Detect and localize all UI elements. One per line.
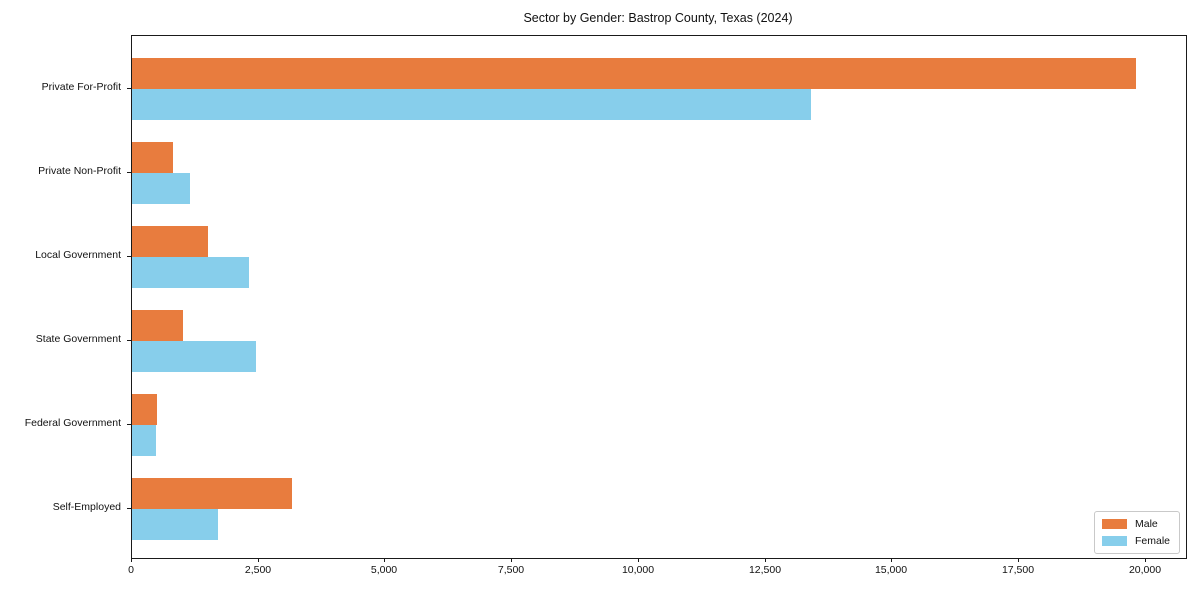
- bar-male-federal-government: [132, 394, 157, 425]
- y-tick-mark: [127, 340, 131, 341]
- x-tick-mark: [131, 558, 132, 562]
- x-tick-mark: [511, 558, 512, 562]
- bar-female-private-for-profit: [132, 89, 811, 120]
- legend: Male Female: [1093, 511, 1180, 554]
- y-tick-mark: [127, 256, 131, 257]
- x-tick-mark: [384, 558, 385, 562]
- bar-male-self-employed: [132, 478, 292, 509]
- x-tick-label-0: 0: [128, 564, 134, 576]
- x-tick-label-17-500: 17,500: [1001, 564, 1035, 576]
- x-tick-label-7-500: 7,500: [497, 564, 525, 576]
- x-tick-label-15-000: 15,000: [874, 564, 908, 576]
- y-tick-label-federal-government: Federal Government: [24, 417, 121, 429]
- bar-female-state-government: [132, 341, 256, 372]
- x-tick-label-12-500: 12,500: [748, 564, 782, 576]
- bar-male-private-for-profit: [132, 58, 1136, 89]
- y-tick-label-state-government: State Government: [35, 333, 121, 345]
- bar-male-private-non-profit: [132, 142, 173, 173]
- chart-title: Sector by Gender: Bastrop County, Texas …: [523, 11, 793, 25]
- legend-item-female: Female: [1101, 535, 1170, 547]
- bar-female-private-non-profit: [132, 173, 190, 204]
- y-tick-label-self-employed: Self-Employed: [52, 501, 121, 513]
- x-tick-mark: [891, 558, 892, 562]
- y-tick-mark: [127, 172, 131, 173]
- bar-male-local-government: [132, 226, 208, 257]
- bar-male-state-government: [132, 310, 183, 341]
- legend-item-male: Male: [1101, 518, 1170, 530]
- y-tick-label-private-non-profit: Private Non-Profit: [38, 165, 121, 177]
- bar-female-self-employed: [132, 509, 218, 540]
- x-tick-mark: [638, 558, 639, 562]
- plot-area: Male Female: [131, 35, 1187, 559]
- male-swatch-icon: [1101, 519, 1127, 529]
- x-tick-mark: [258, 558, 259, 562]
- y-tick-mark: [127, 424, 131, 425]
- x-tick-mark: [1145, 558, 1146, 562]
- legend-label-male: Male: [1134, 518, 1158, 530]
- y-tick-mark: [127, 508, 131, 509]
- legend-label-female: Female: [1134, 535, 1170, 547]
- x-tick-label-20-000: 20,000: [1128, 564, 1162, 576]
- x-tick-mark: [1018, 558, 1019, 562]
- x-tick-label-5-000: 5,000: [370, 564, 398, 576]
- x-tick-mark: [765, 558, 766, 562]
- y-tick-mark: [127, 88, 131, 89]
- y-tick-label-private-for-profit: Private For-Profit: [41, 81, 121, 93]
- y-tick-label-local-government: Local Government: [35, 249, 121, 261]
- female-swatch-icon: [1101, 536, 1127, 546]
- bar-female-local-government: [132, 257, 249, 288]
- bar-female-federal-government: [132, 425, 156, 456]
- x-tick-label-2-500: 2,500: [244, 564, 272, 576]
- x-tick-label-10-000: 10,000: [621, 564, 655, 576]
